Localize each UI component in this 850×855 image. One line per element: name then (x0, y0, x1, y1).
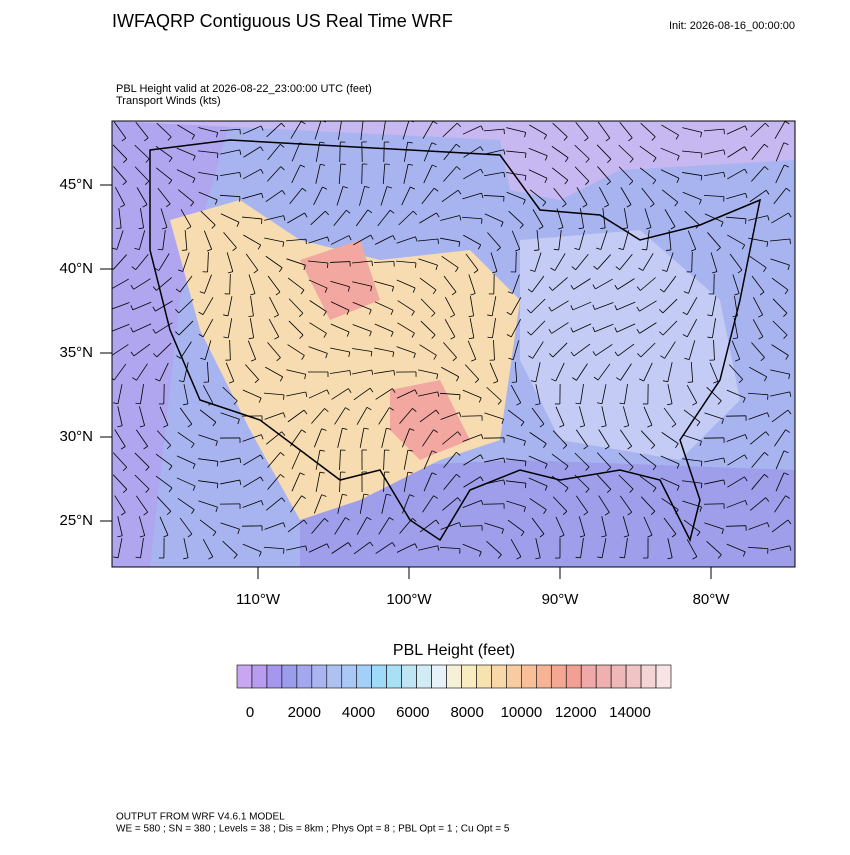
colorbar-box (312, 665, 327, 688)
wind-barb (484, 504, 504, 505)
colorbar-label: 12000 (555, 704, 597, 721)
colorbar-box (461, 665, 476, 688)
colorbar-box (372, 665, 387, 688)
colorbar-label: 0 (246, 704, 254, 721)
colorbar-box (536, 665, 551, 688)
lon-label: 110°W (236, 591, 281, 608)
wind-barb-flag (438, 239, 439, 244)
colorbar: 0 2000 4000 6000 8000 10000 12000 14000 (237, 665, 671, 721)
wind-barb-flag (701, 153, 702, 158)
init-time: Init: 2026-08-16_00:00:00 (669, 20, 795, 32)
lon-label: 80°W (693, 591, 731, 608)
colorbar-box (237, 665, 252, 688)
colorbar-box (491, 665, 506, 688)
colorbar-box (596, 665, 611, 688)
colorbar-box (357, 665, 372, 688)
wind-barb-flag (109, 305, 111, 310)
lon-label: 100°W (386, 591, 432, 608)
map (109, 120, 795, 567)
wind-barb (516, 252, 517, 272)
colorbar-box (387, 665, 402, 688)
colorbar-box (641, 665, 656, 688)
colorbar-label: 14000 (609, 704, 651, 721)
colorbar-box (327, 665, 342, 688)
colorbar-label: 8000 (450, 704, 483, 721)
wind-barb-flag (217, 153, 218, 158)
colorbar-box (432, 665, 447, 688)
wind-barb (340, 142, 341, 162)
colorbar-box (267, 665, 282, 688)
colorbar-box (506, 665, 521, 688)
field-label: PBL Height valid at 2026-08-22_23:00:00 … (116, 83, 372, 95)
colorbar-title: PBL Height (feet) (393, 642, 515, 659)
colorbar-box (297, 665, 312, 688)
lat-label: 45°N (59, 176, 93, 193)
colorbar-box (417, 665, 432, 688)
colorbar-box (656, 665, 671, 688)
wind-barb-flag (534, 250, 539, 251)
lat-label: 25°N (59, 512, 93, 529)
colorbar-box (447, 665, 462, 688)
lon-label: 90°W (542, 591, 580, 608)
footer-line: OUTPUT FROM WRF V4.6.1 MODEL (116, 812, 285, 823)
colorbar-label: 2000 (288, 704, 321, 721)
colorbar-box (252, 665, 267, 688)
colorbar-label: 6000 (396, 704, 429, 721)
colorbar-box (626, 665, 641, 688)
lat-label: 40°N (59, 260, 93, 277)
colorbar-box (342, 665, 357, 688)
footer-line: WE = 580 ; SN = 380 ; Levels = 38 ; Dis … (116, 824, 510, 835)
wind-barb-flag (109, 327, 111, 332)
wind-barb (462, 416, 482, 417)
colorbar-box (521, 665, 536, 688)
colorbar-box (566, 665, 581, 688)
title: IWFAQRP Contiguous US Real Time WRF (112, 11, 453, 31)
colorbar-box (282, 665, 297, 688)
colorbar-box (611, 665, 626, 688)
colorbar-label: 4000 (342, 704, 375, 721)
colorbar-box (402, 665, 417, 688)
wind-barb-flag (109, 285, 111, 289)
colorbar-box (581, 665, 596, 688)
lat-label: 30°N (59, 428, 93, 445)
colorbar-label: 10000 (501, 704, 543, 721)
wind-barb (362, 164, 363, 184)
colorbar-box (476, 665, 491, 688)
wind-label: Transport Winds (kts) (116, 95, 221, 107)
colorbar-box (551, 665, 566, 688)
lat-label: 35°N (59, 344, 93, 361)
